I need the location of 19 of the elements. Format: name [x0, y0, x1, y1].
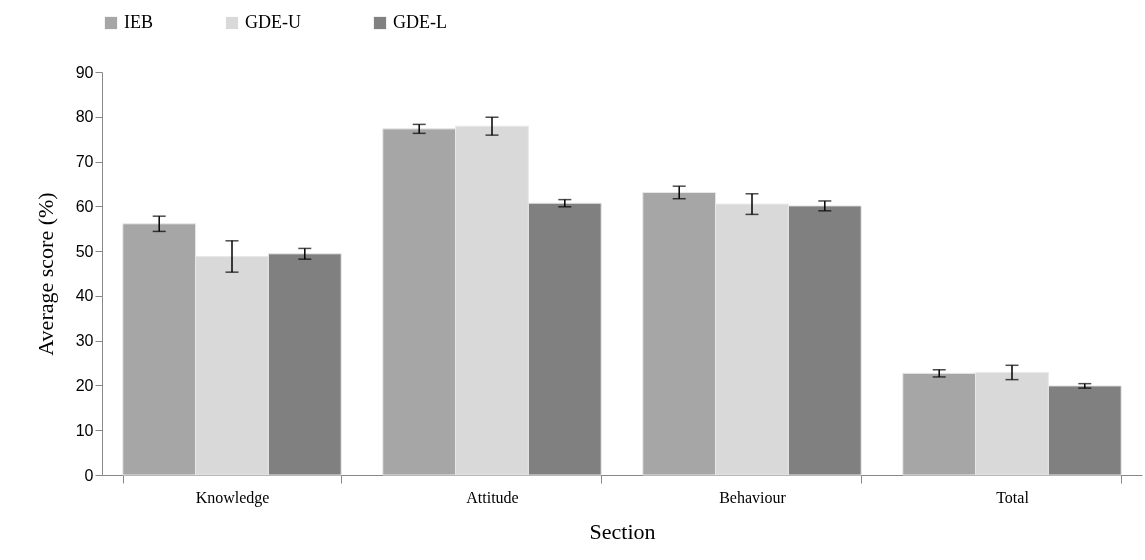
y-tick-label: 20 [75, 376, 94, 394]
y-tick-label: 10 [75, 421, 94, 439]
y-tick-label: 0 [84, 466, 94, 484]
legend-label: GDE-L [393, 12, 447, 32]
y-tick-label: 70 [75, 153, 94, 171]
y-tick-label: 30 [75, 332, 94, 350]
legend-label: GDE-U [245, 12, 301, 32]
y-tick-label: 60 [75, 197, 94, 215]
y-tick-label: 80 [75, 108, 94, 126]
y-tick-label: 90 [75, 63, 94, 81]
y-tick-label: 40 [75, 287, 94, 305]
x-tick-label: Knowledge [195, 488, 270, 507]
x-tick-label: Total [996, 488, 1030, 506]
legend-label: IEB [124, 12, 153, 32]
x-tick-label: Behaviour [719, 488, 787, 506]
y-axis-title: Average score (%) [32, 192, 58, 356]
x-tick-label: Attitude [466, 488, 519, 506]
y-tick-label: 50 [75, 242, 94, 260]
x-axis-title: Section [589, 518, 656, 544]
